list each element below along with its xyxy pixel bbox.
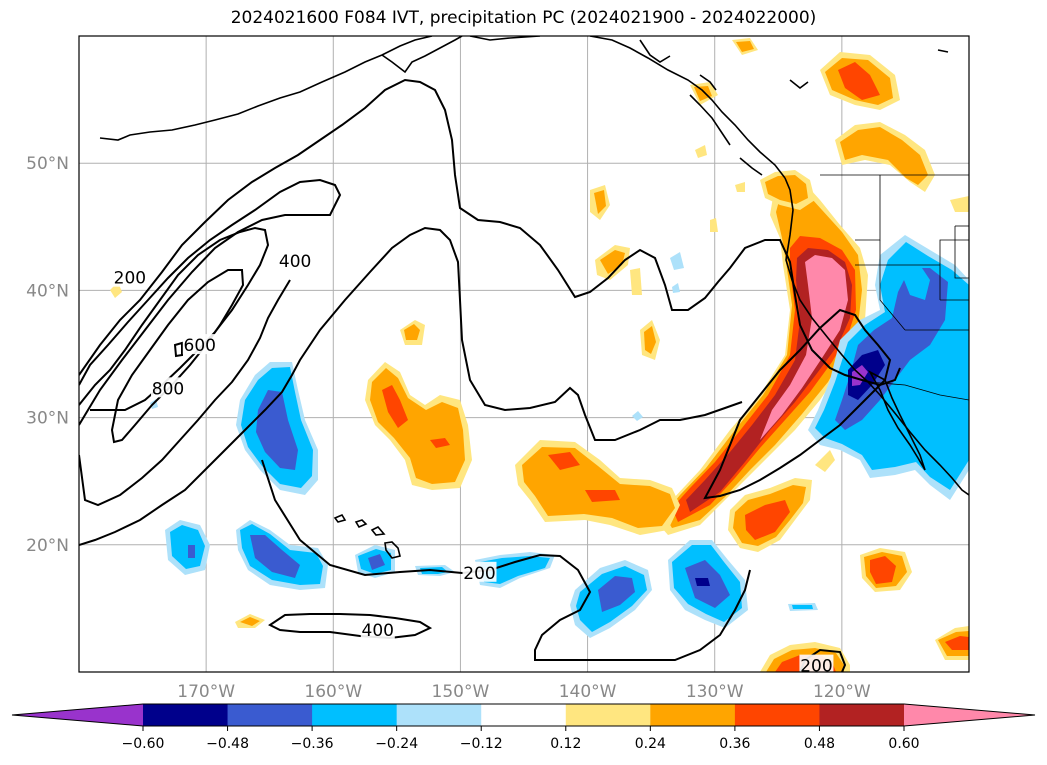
colorbar-tick-label-1: −0.48	[206, 736, 249, 752]
colorbar-tick-label-9: 0.60	[888, 736, 919, 752]
contour-label-2: 600	[182, 334, 217, 356]
contour-label-3: 800	[151, 377, 185, 399]
colorbar-segment-6	[650, 704, 736, 726]
colorbar-segment-0	[143, 704, 229, 726]
precip-negative-shading	[150, 235, 969, 638]
lat-label-1: 30°N	[26, 409, 69, 429]
lat-label-0: 20°N	[26, 536, 69, 556]
colorbar-tick-label-5: 0.12	[550, 736, 581, 752]
contour-label-6: 200	[799, 654, 834, 677]
map-frame	[78, 35, 970, 673]
contour-label-text-4: 200	[463, 564, 495, 584]
map-title: 2024021600 F084 IVT, precipitation PC (2…	[230, 8, 817, 28]
ivt-contour-labels: 200 400 600 800 200 400 200	[112, 250, 834, 677]
contour-label-5: 400	[360, 619, 395, 641]
ivt-contour-200-loop	[703, 308, 892, 500]
colorbar-tick-label-2: −0.36	[291, 736, 334, 752]
colorbar-tick-label-6: 0.24	[635, 736, 666, 752]
ivt-contours	[79, 78, 901, 672]
lon-label-3: 140°W	[559, 682, 617, 702]
longitude-labels: 170°W 160°W 150°W 140°W 130°W 120°W	[177, 682, 871, 702]
colorbar-segment-2	[312, 704, 398, 726]
colorbar: −0.60 −0.48 −0.36 −0.24 −0.12 0.12 0.24 0.36 0.4…	[11, 703, 1036, 752]
neg-band-navy	[848, 350, 885, 400]
contour-label-text-5: 400	[362, 621, 394, 641]
contour-label-text-0: 200	[114, 269, 146, 289]
colorbar-segment-5	[565, 704, 651, 726]
contour-label-text-3: 800	[152, 379, 184, 399]
contour-label-text-6: 200	[800, 657, 832, 677]
contour-label-text-1: 400	[279, 252, 311, 272]
colorbar-extend-max	[904, 704, 1035, 726]
colorbar-extend-min	[12, 704, 143, 726]
contour-label-1: 400	[278, 250, 313, 272]
ivt-contour-200-west	[79, 78, 901, 387]
lon-label-5: 120°W	[813, 682, 871, 702]
contour-label-0: 200	[112, 266, 147, 289]
ar-band-pink	[760, 255, 848, 440]
lat-label-2: 40°N	[26, 281, 69, 301]
lon-label-4: 130°W	[686, 682, 744, 702]
ivt-contour-800	[110, 269, 245, 444]
plot-area: 200 400 600 800 200 400 200	[79, 36, 969, 677]
ivt-contour-400-south	[268, 613, 433, 640]
colorbar-tick-label-8: 0.48	[804, 736, 835, 752]
colorbar-tick-label-3: −0.24	[375, 736, 418, 752]
lon-label-2: 150°W	[432, 682, 490, 702]
latitude-labels: 20°N 30°N 40°N 50°N	[26, 154, 69, 556]
precip-blob-red-1	[382, 385, 408, 428]
coastlines	[99, 36, 969, 559]
lat-label-3: 50°N	[26, 154, 69, 174]
colorbar-tick-label-0: −0.60	[122, 736, 165, 752]
colorbar-segment-8	[819, 704, 905, 726]
colorbar-tick-label-7: 0.36	[719, 736, 750, 752]
contour-label-text-2: 600	[184, 336, 216, 356]
ar-band-darkred	[686, 248, 852, 512]
colorbar-segment-4	[481, 704, 567, 726]
colorbar-tick-label-4: −0.12	[460, 736, 503, 752]
precip-positive-shading	[110, 38, 969, 672]
colorbar-segment-1	[227, 704, 313, 726]
colorbar-segment-3	[396, 704, 482, 726]
lon-label-0: 170°W	[177, 682, 235, 702]
contour-label-4: 200	[462, 561, 497, 584]
colorbar-segment-7	[734, 704, 820, 726]
lon-label-1: 160°W	[304, 682, 362, 702]
